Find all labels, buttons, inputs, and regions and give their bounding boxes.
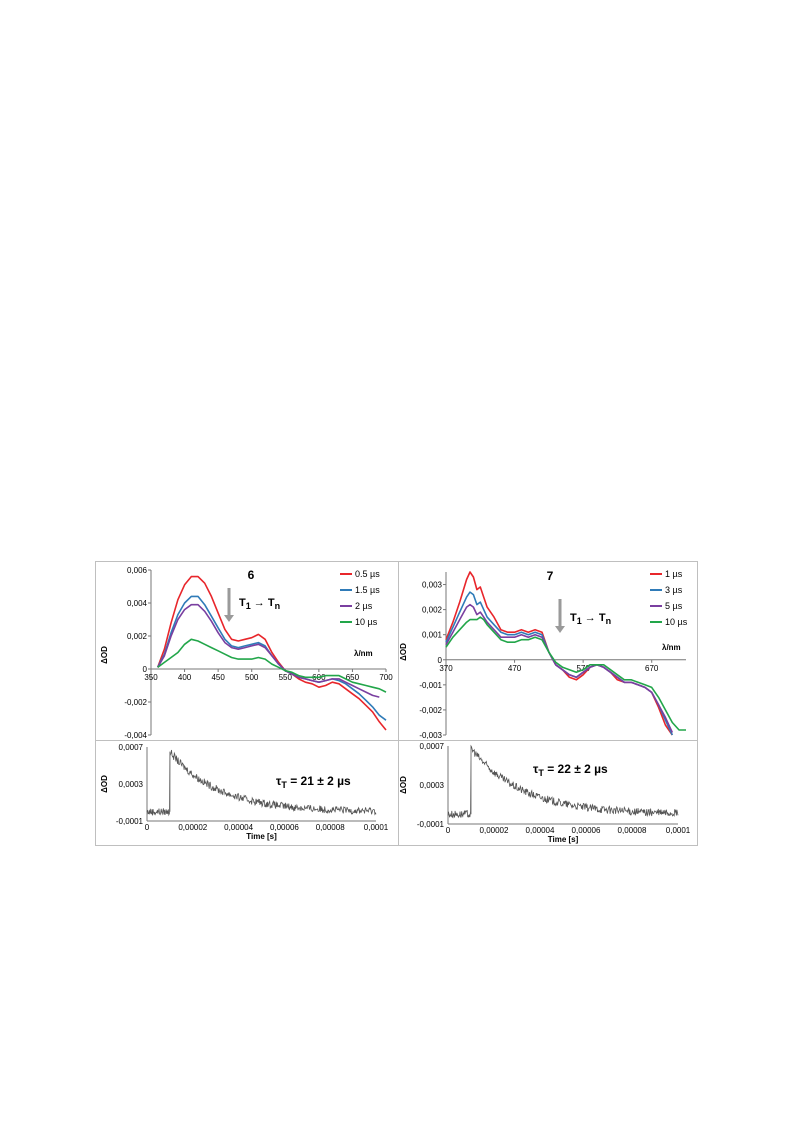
annotation-text: → T [582,612,606,624]
annotation-subscript: n [275,601,281,611]
y-tick-label: -0,003 [419,731,442,740]
annotation-text: → T [251,597,275,609]
series-line [157,638,387,693]
series-line [157,603,380,698]
legend-label: 3 µs [665,585,683,595]
spectrum-chart-6: 0,006 0,004 0,002 0 -0,002 -0,004 350 400 450 500… [100,566,393,740]
x-tick-label: 0,00008 [316,823,345,832]
x-axis-label: λ/nm [354,649,373,658]
y-tick-label: 0 [438,656,443,665]
y-tick-label: 0,003 [422,581,443,590]
x-tick-label: 700 [379,673,393,682]
transition-annotation: T1 → Tn [570,612,611,626]
series-line [445,571,673,736]
y-tick-label: 0,002 [422,606,443,615]
panel-label: 6 [248,568,255,582]
y-tick-label: 0,002 [127,632,148,641]
spectrum-chart-7: 0,003 0,002 0,001 0 -0,001 -0,002 -0,003 370 470… [399,569,688,740]
annotation-text: τ [276,774,282,788]
x-axis-label: λ/nm [662,643,681,652]
y-tick-label: -0,001 [419,681,442,690]
x-tick-label: 0,00004 [526,826,555,835]
y-tick-label: 0 [143,665,148,674]
y-tick-label: 0,0007 [119,743,144,752]
annotation-text: T [239,597,246,609]
legend-label: 1 µs [665,569,683,579]
x-axis-label: Time [s] [548,835,579,844]
y-axis-label: ΔOD [399,643,408,661]
panel-divider-vertical [398,562,399,845]
annotation-subscript: 1 [246,601,251,611]
y-axis-label: ΔOD [100,775,109,793]
legend-label: 5 µs [665,601,683,611]
y-tick-label: 0,006 [127,566,148,575]
decay-trace [447,744,679,819]
down-arrow-head-icon [555,626,565,633]
x-tick-label: 0,00002 [480,826,509,835]
x-tick-label: 0,0001 [666,826,691,835]
y-tick-label: -0,0001 [417,820,445,829]
x-tick-label: 0,0001 [364,823,389,832]
panel-divider-horizontal [96,740,697,741]
x-tick-label: 500 [245,673,259,682]
panel-label: 7 [547,569,554,583]
series-line [156,575,387,731]
y-tick-label: -0,002 [419,706,442,715]
transition-annotation: T1 → Tn [239,597,280,611]
x-tick-label: 0,00004 [224,823,253,832]
series-line [445,616,686,731]
down-arrow-head-icon [224,615,234,622]
annotation-text: = 22 ± 2 µs [544,762,608,776]
annotation-subscript: T [538,768,544,778]
y-tick-label: -0,0001 [116,817,144,826]
annotation-text: τ [533,762,539,776]
x-tick-label: 0,00008 [618,826,647,835]
annotation-subscript: n [606,616,612,626]
x-tick-label: 550 [279,673,293,682]
x-tick-label: 0,00002 [178,823,207,832]
x-axis-label: Time [s] [246,832,277,841]
y-tick-label: -0,002 [124,698,147,707]
annotation-text: = 21 ± 2 µs [287,774,351,788]
series-line [156,595,387,721]
legend-label: 1.5 µs [355,585,380,595]
x-tick-label: 650 [346,673,360,682]
y-tick-label: 0,0003 [420,781,445,790]
lifetime-label: τT = 21 ± 2 µs [276,774,351,790]
annotation-subscript: 1 [577,616,582,626]
figure-panel: 0,006 0,004 0,002 0 -0,002 -0,004 350 400 450 500… [95,561,698,846]
lifetime-label: τT = 22 ± 2 µs [533,762,608,778]
y-tick-label: 0,004 [127,599,148,608]
x-tick-label: 0,00006 [572,826,601,835]
x-tick-label: 570 [576,664,590,673]
annotation-subscript: T [281,780,287,790]
y-axis-label: ΔOD [399,776,408,794]
x-tick-label: 0,00006 [270,823,299,832]
x-tick-label: 400 [178,673,192,682]
legend-label: 0.5 µs [355,569,380,579]
y-tick-label: 0,001 [422,631,443,640]
y-tick-label: 0,0007 [420,742,445,751]
x-tick-label: 0 [145,823,150,832]
x-tick-label: 470 [508,664,522,673]
x-tick-label: 0 [446,826,451,835]
x-tick-label: 350 [144,673,158,682]
annotation-text: T [570,612,577,624]
legend-label: 10 µs [355,617,378,627]
legend-label: 10 µs [665,617,688,627]
x-tick-label: 450 [211,673,225,682]
y-axis-label: ΔOD [100,646,109,664]
x-tick-label: 370 [439,664,453,673]
x-tick-label: 670 [645,664,659,673]
legend-label: 2 µs [355,601,373,611]
y-tick-label: 0,0003 [119,780,144,789]
y-tick-label: -0,004 [124,731,147,740]
decay-trace [146,749,377,817]
